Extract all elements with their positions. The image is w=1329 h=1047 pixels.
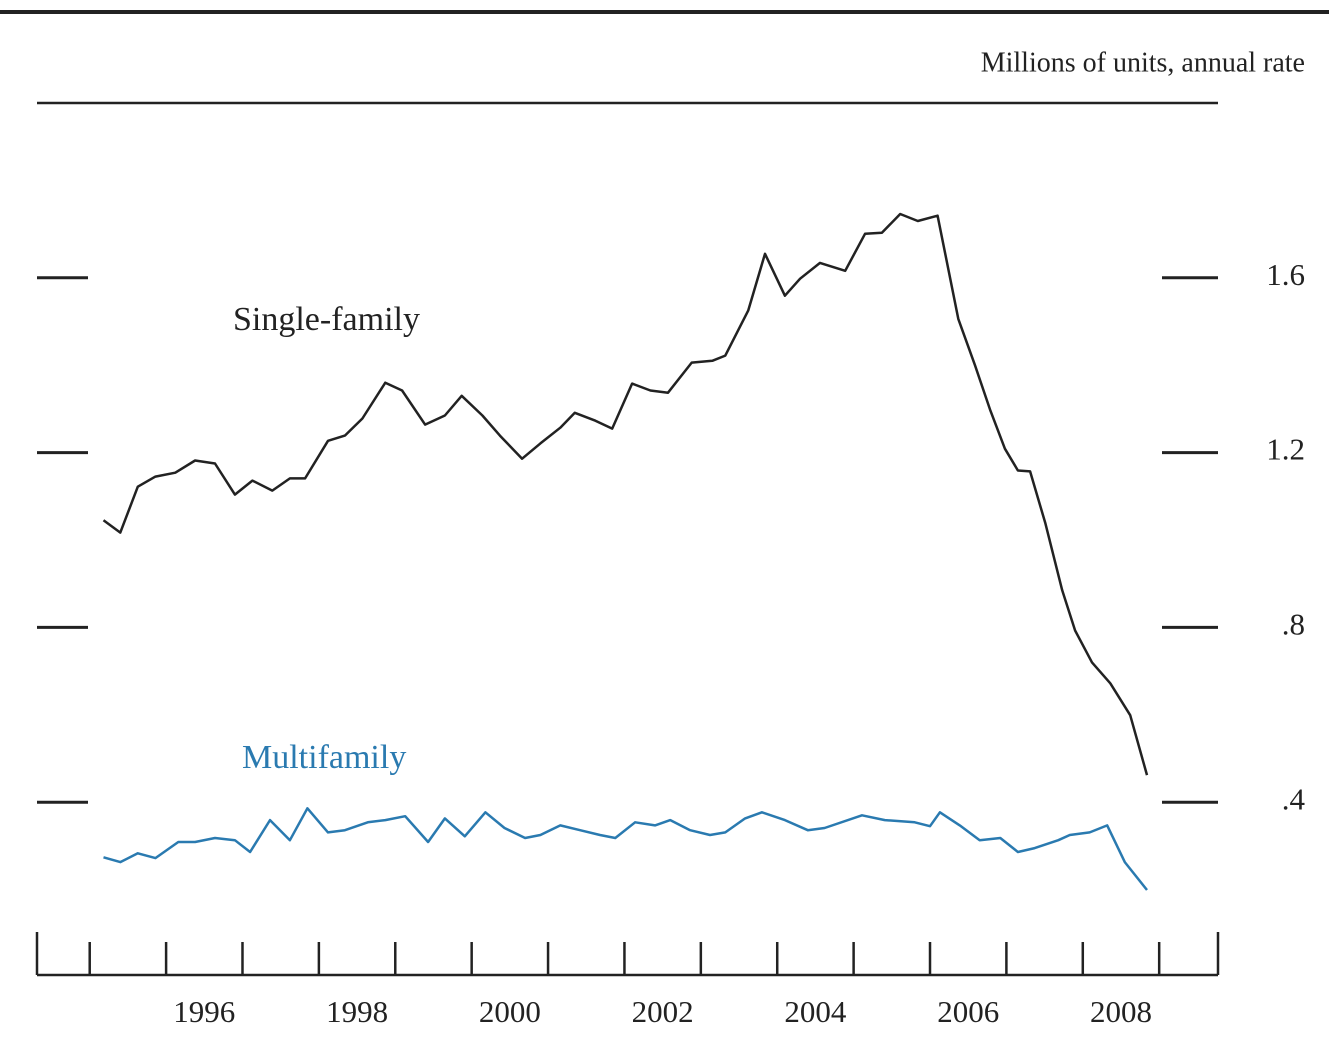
series-line bbox=[102, 212, 1149, 776]
x-tick-label: 2008 bbox=[1090, 994, 1152, 1029]
x-tick-label: 2002 bbox=[632, 994, 694, 1029]
y-tick-label: .4 bbox=[1282, 781, 1306, 816]
x-tick-label: 2000 bbox=[479, 994, 541, 1029]
y-tick-label: 1.6 bbox=[1266, 257, 1305, 292]
axis-label: Millions of units, annual rate bbox=[981, 47, 1305, 78]
y-tick-label: 1.2 bbox=[1266, 432, 1305, 467]
x-tick-label: 1998 bbox=[326, 994, 388, 1029]
x-tick-label: 1996 bbox=[173, 994, 235, 1029]
series-line bbox=[103, 807, 1148, 891]
x-tick-label: 2004 bbox=[784, 994, 847, 1029]
series-label: Multifamily bbox=[242, 739, 406, 776]
y-tick-label: .8 bbox=[1282, 607, 1305, 642]
x-tick-label: 2006 bbox=[937, 994, 999, 1029]
series-label: Single-family bbox=[233, 301, 420, 338]
